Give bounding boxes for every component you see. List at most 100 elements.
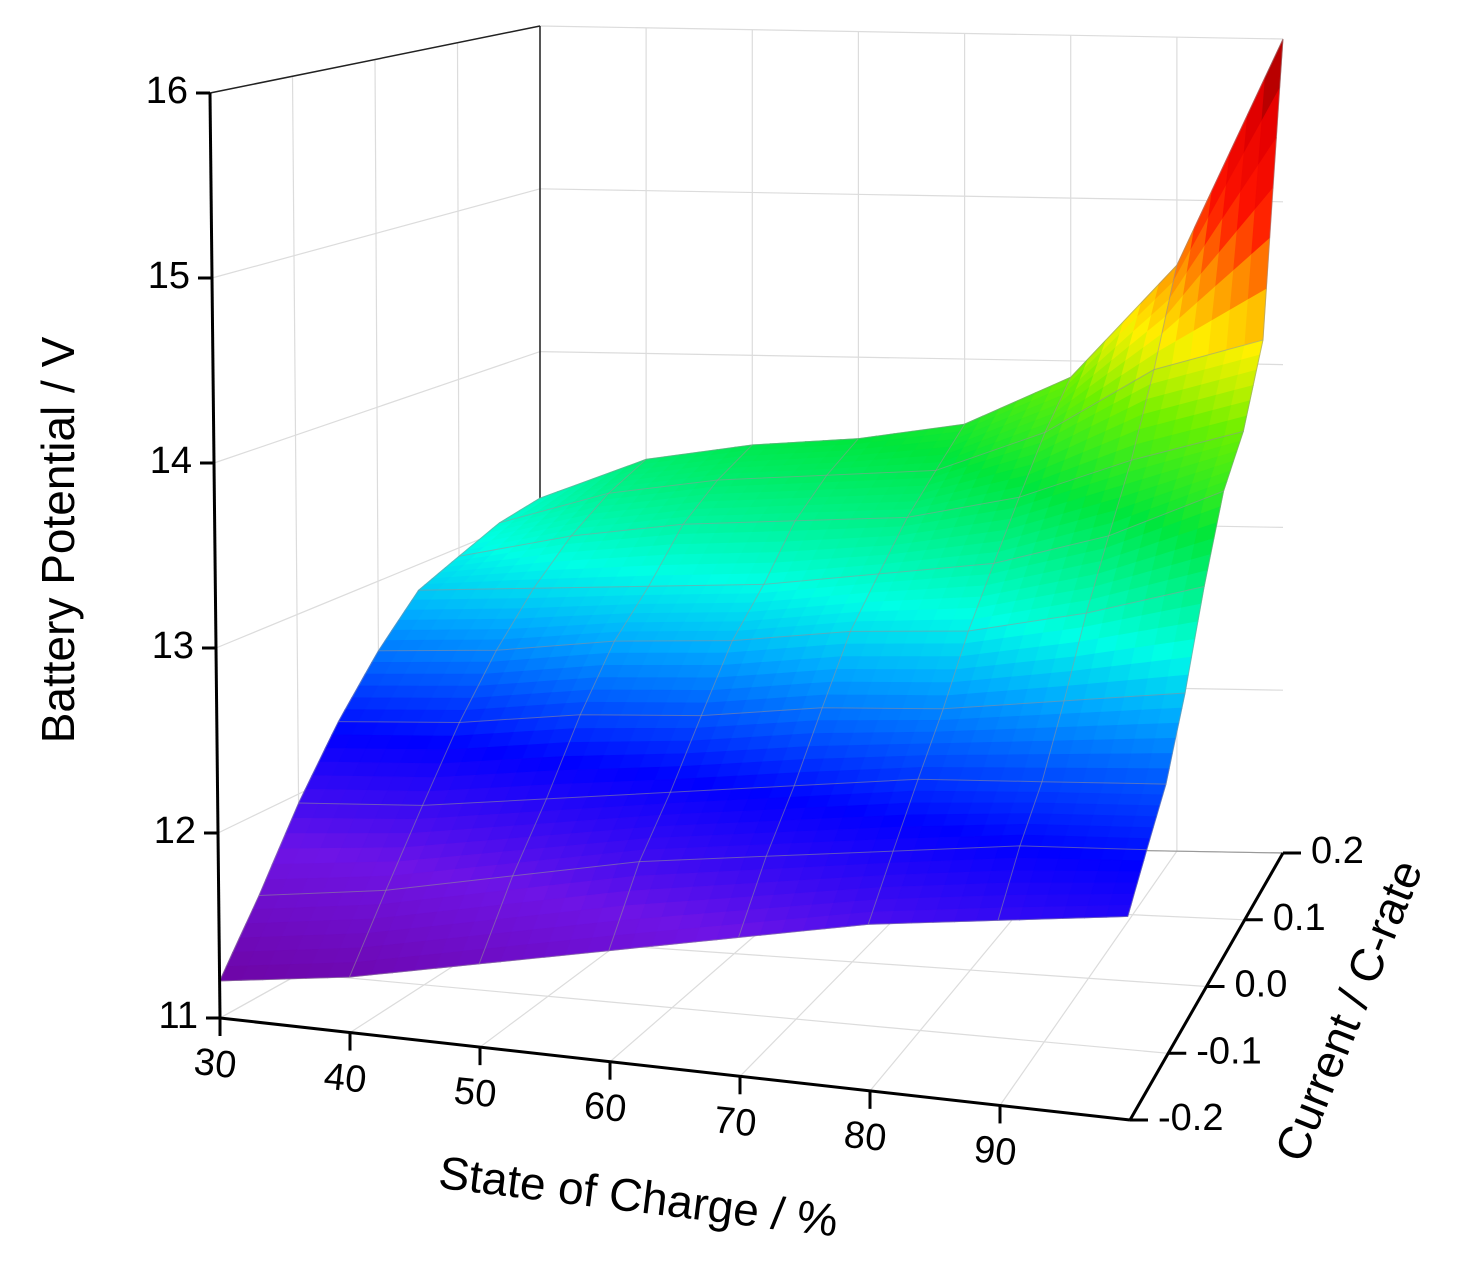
surface-patch bbox=[1117, 793, 1143, 806]
surface-patch bbox=[996, 780, 1022, 793]
surface-patch bbox=[1075, 792, 1102, 805]
y-tick-label: -0.2 bbox=[1158, 1097, 1223, 1139]
surface-patch bbox=[1144, 676, 1169, 697]
grid-line bbox=[209, 25, 1284, 94]
surface-patch bbox=[1148, 753, 1173, 770]
surface-patch bbox=[1047, 882, 1074, 896]
surface-patch bbox=[1127, 753, 1153, 770]
surface-patch bbox=[1093, 724, 1119, 741]
surface-patch bbox=[1120, 695, 1146, 712]
surface-patch bbox=[1083, 905, 1110, 919]
surface-patch bbox=[1110, 738, 1136, 755]
mesh-line bbox=[219, 497, 541, 982]
surface-patch bbox=[1130, 738, 1156, 755]
surface-patch bbox=[1076, 711, 1102, 728]
z-tick-label: 13 bbox=[152, 625, 194, 667]
surface bbox=[218, 38, 1284, 982]
x-tick-label: 70 bbox=[712, 1099, 758, 1145]
surface-patch bbox=[1065, 825, 1091, 838]
mesh-line bbox=[1127, 38, 1284, 917]
x-tick-label: 30 bbox=[192, 1041, 238, 1087]
surface-patch bbox=[1001, 894, 1028, 909]
surface-patch bbox=[1058, 781, 1084, 794]
surface-patch bbox=[1154, 722, 1180, 740]
surface-patch bbox=[979, 894, 1006, 910]
surface-patch bbox=[1110, 815, 1137, 828]
surface-patch bbox=[1029, 870, 1056, 884]
surface-patch bbox=[1072, 725, 1098, 742]
mesh-line bbox=[499, 339, 1264, 524]
mesh-line bbox=[298, 778, 1167, 806]
surface-patch bbox=[988, 802, 1015, 815]
surface-patch bbox=[1004, 882, 1031, 896]
surface-patch bbox=[1069, 882, 1096, 896]
surface-patch bbox=[992, 791, 1019, 804]
surface-patch bbox=[1044, 894, 1071, 908]
surface-patch bbox=[1096, 793, 1122, 806]
mesh-line bbox=[458, 431, 1244, 557]
surface-patch bbox=[1036, 846, 1063, 860]
surface-patch bbox=[1047, 813, 1074, 826]
surface-patch bbox=[1144, 768, 1170, 785]
box-edge bbox=[209, 25, 541, 94]
surface-patch bbox=[1040, 835, 1067, 848]
surface-patch bbox=[1120, 782, 1146, 795]
surface-patch bbox=[1033, 858, 1060, 872]
surface-patch bbox=[1167, 656, 1192, 678]
y-tick-label: -0.1 bbox=[1196, 1030, 1261, 1072]
z-tick-label: 14 bbox=[150, 440, 192, 482]
surface-patch bbox=[1141, 783, 1167, 796]
surface-patch bbox=[957, 895, 985, 910]
mesh-line bbox=[997, 264, 1178, 921]
mesh-line bbox=[608, 438, 859, 951]
surface-patch bbox=[1100, 847, 1127, 861]
surface-patch bbox=[1106, 753, 1132, 769]
surface-patch bbox=[1096, 710, 1122, 727]
surface-patch bbox=[1137, 708, 1163, 726]
surface-patch bbox=[1115, 871, 1142, 884]
surface-patch bbox=[1103, 767, 1129, 784]
x-axis-title: State of Charge / % bbox=[436, 1146, 841, 1247]
surface-patch bbox=[1034, 791, 1060, 804]
surface-patch bbox=[1075, 859, 1102, 872]
surface-patch bbox=[1124, 678, 1149, 698]
surface-patch bbox=[983, 882, 1010, 897]
surface-patch bbox=[1069, 739, 1095, 755]
mesh-line bbox=[258, 845, 1147, 896]
surface-patch bbox=[1118, 859, 1145, 873]
surface-patch bbox=[1090, 882, 1117, 896]
surface-patch bbox=[1134, 804, 1161, 818]
surface-patch bbox=[1170, 639, 1196, 661]
surface-patch bbox=[1093, 803, 1119, 817]
surface-patch bbox=[1103, 837, 1130, 850]
surface-patch bbox=[1079, 847, 1106, 861]
surface-patch bbox=[1061, 835, 1088, 849]
surface-patch bbox=[1093, 870, 1120, 884]
surface-patch bbox=[1072, 803, 1098, 816]
surface-patch bbox=[1058, 846, 1084, 860]
x-axis-line bbox=[219, 1016, 1131, 1122]
surface-patch bbox=[1008, 870, 1035, 884]
surface-patch bbox=[1124, 768, 1150, 785]
surface-patch bbox=[1019, 906, 1046, 921]
x-tick-label: 50 bbox=[452, 1070, 498, 1116]
surface-patch bbox=[1089, 814, 1116, 828]
surface-patch bbox=[1065, 894, 1092, 908]
mesh-line bbox=[478, 444, 753, 965]
y-tick-label: 0.1 bbox=[1273, 897, 1326, 939]
surface-patch bbox=[1089, 739, 1115, 755]
surface-patch bbox=[1022, 894, 1049, 908]
y-tick-label: 0.2 bbox=[1311, 830, 1364, 872]
surface-patch bbox=[1108, 893, 1135, 907]
surface-patch bbox=[1062, 905, 1089, 919]
mesh-line bbox=[867, 376, 1072, 925]
surface-patch bbox=[1125, 837, 1151, 851]
surface-patch bbox=[1019, 834, 1046, 847]
surface-patch bbox=[1128, 826, 1154, 840]
surface-patch bbox=[1105, 904, 1132, 918]
mesh-line bbox=[418, 490, 1224, 591]
mesh-line bbox=[378, 586, 1205, 652]
surface-patch bbox=[1024, 754, 1050, 769]
surface-patch bbox=[1023, 823, 1049, 837]
